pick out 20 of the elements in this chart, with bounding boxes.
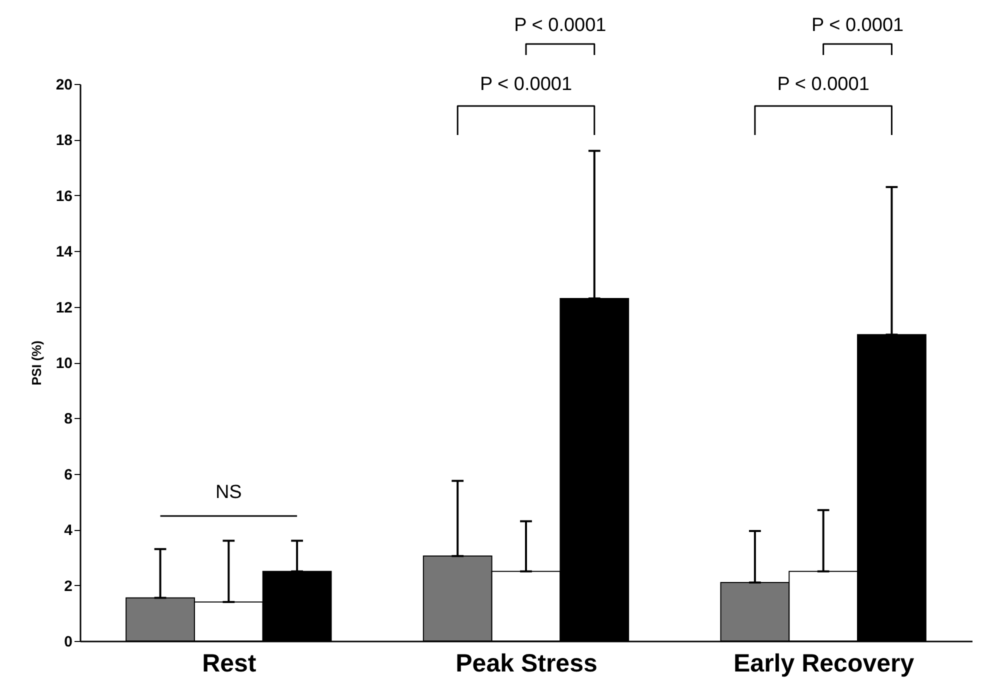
text: P < 0.0001	[514, 15, 606, 36]
y-tick-label: 8	[64, 410, 72, 428]
y-tick-label: 10	[56, 355, 72, 372]
y-tick-label: 0	[64, 634, 72, 650]
y-tick-label: 14	[56, 244, 74, 261]
y-tick-label: 12	[56, 299, 72, 316]
x-tick-label: Peak Stress	[456, 650, 598, 678]
y-tick-label: 16	[56, 188, 72, 205]
annotation: P < 0.0001	[777, 74, 870, 95]
annotation: NS	[215, 482, 242, 503]
y-tick-label: 6	[64, 466, 72, 484]
y-tick-label: 18	[56, 132, 72, 150]
y-axis-title: PSI (%)	[28, 340, 44, 386]
y-tick-label: 2	[64, 578, 72, 595]
text: P < 0.0001	[811, 15, 904, 36]
annotation: P < 0.0001	[480, 74, 572, 95]
y-tick-label: 20	[56, 76, 72, 94]
x-tick-label: Rest	[202, 650, 257, 678]
y-tick-label: 4	[64, 522, 74, 540]
x-tick-label: Early Recovery	[733, 650, 914, 678]
